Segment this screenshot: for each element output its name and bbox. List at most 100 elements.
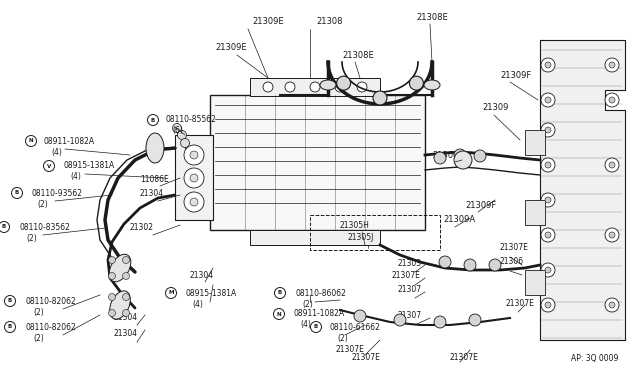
- Circle shape: [357, 82, 367, 92]
- Circle shape: [184, 192, 204, 212]
- Text: 21309E: 21309E: [252, 17, 284, 26]
- Text: 08911-1082A: 08911-1082A: [293, 310, 344, 318]
- Text: (2): (2): [26, 234, 36, 243]
- Text: B: B: [2, 224, 6, 230]
- Circle shape: [109, 273, 115, 279]
- Circle shape: [541, 193, 555, 207]
- Circle shape: [4, 321, 15, 333]
- Text: 21304: 21304: [190, 270, 214, 279]
- Circle shape: [464, 259, 476, 271]
- Text: 21307E: 21307E: [505, 298, 534, 308]
- Text: 21307E: 21307E: [450, 353, 479, 362]
- Text: 21307: 21307: [397, 311, 421, 321]
- Circle shape: [609, 302, 615, 308]
- Text: 21304: 21304: [113, 330, 137, 339]
- Circle shape: [541, 93, 555, 107]
- Circle shape: [12, 187, 22, 199]
- Circle shape: [173, 124, 182, 132]
- Circle shape: [469, 314, 481, 326]
- Circle shape: [541, 123, 555, 137]
- Bar: [310, 215, 440, 250]
- Text: 08110-61662: 08110-61662: [330, 323, 381, 331]
- Circle shape: [439, 256, 451, 268]
- Circle shape: [605, 93, 619, 107]
- Circle shape: [605, 228, 619, 242]
- Text: B: B: [314, 324, 318, 330]
- Bar: [525, 200, 545, 225]
- Text: 08110-86062: 08110-86062: [295, 289, 346, 298]
- Circle shape: [109, 294, 115, 301]
- Circle shape: [394, 314, 406, 326]
- Text: (2): (2): [337, 334, 348, 343]
- Text: 21303: 21303: [397, 259, 421, 267]
- Circle shape: [541, 228, 555, 242]
- Circle shape: [310, 321, 321, 333]
- Circle shape: [263, 82, 273, 92]
- Text: 21309A: 21309A: [443, 215, 475, 224]
- Circle shape: [166, 288, 177, 298]
- Circle shape: [489, 259, 501, 271]
- Circle shape: [541, 158, 555, 172]
- Circle shape: [109, 257, 115, 263]
- Circle shape: [44, 160, 54, 171]
- Circle shape: [109, 310, 115, 317]
- Circle shape: [434, 316, 446, 328]
- Circle shape: [184, 168, 204, 188]
- Text: 08915-1381A: 08915-1381A: [185, 289, 236, 298]
- Text: 08110-85562: 08110-85562: [165, 115, 216, 125]
- Text: 21307E: 21307E: [500, 244, 529, 253]
- Circle shape: [190, 174, 198, 182]
- Text: 21308E: 21308E: [416, 13, 448, 22]
- Bar: [525, 270, 545, 295]
- Text: 08110-82062: 08110-82062: [26, 323, 77, 331]
- Text: M: M: [168, 291, 173, 295]
- Circle shape: [285, 82, 295, 92]
- Text: 08911-1082A: 08911-1082A: [44, 137, 95, 145]
- Text: N: N: [276, 311, 282, 317]
- Text: (2): (2): [33, 334, 44, 343]
- Circle shape: [541, 298, 555, 312]
- Text: 21307E: 21307E: [335, 346, 364, 355]
- Text: (4): (4): [51, 148, 62, 157]
- Text: 21309F: 21309F: [500, 71, 531, 80]
- Bar: [175, 135, 213, 220]
- Text: (2): (2): [37, 199, 48, 208]
- Circle shape: [122, 257, 129, 263]
- Circle shape: [545, 232, 551, 238]
- Text: 21309E: 21309E: [215, 44, 246, 52]
- Text: 21305H: 21305H: [340, 221, 370, 230]
- Text: 11086E: 11086E: [140, 174, 169, 183]
- Circle shape: [605, 58, 619, 72]
- Bar: [525, 130, 545, 155]
- Text: 21307E: 21307E: [392, 272, 421, 280]
- Text: 21308: 21308: [316, 17, 342, 26]
- Ellipse shape: [109, 291, 131, 319]
- Ellipse shape: [146, 133, 164, 163]
- Circle shape: [0, 221, 10, 232]
- Bar: [210, 95, 425, 230]
- Text: (2): (2): [33, 308, 44, 317]
- Text: 21307E: 21307E: [352, 353, 381, 362]
- Text: 21308E: 21308E: [342, 51, 374, 60]
- Circle shape: [410, 76, 424, 90]
- Text: 08110-82062: 08110-82062: [26, 296, 77, 305]
- Circle shape: [605, 158, 619, 172]
- Polygon shape: [540, 40, 625, 340]
- Text: 21309: 21309: [482, 103, 508, 112]
- Circle shape: [190, 151, 198, 159]
- Bar: [250, 78, 380, 96]
- Text: 21306E: 21306E: [432, 151, 464, 160]
- Circle shape: [474, 150, 486, 162]
- Circle shape: [545, 302, 551, 308]
- Circle shape: [541, 58, 555, 72]
- Circle shape: [184, 145, 204, 165]
- Text: (2): (2): [302, 299, 313, 308]
- Circle shape: [609, 62, 615, 68]
- Text: 08915-1381A: 08915-1381A: [63, 161, 115, 170]
- Bar: [250, 230, 380, 245]
- Text: (4): (4): [70, 173, 81, 182]
- Text: (4): (4): [192, 299, 203, 308]
- Text: 21307: 21307: [397, 285, 421, 295]
- Circle shape: [545, 97, 551, 103]
- Circle shape: [541, 263, 555, 277]
